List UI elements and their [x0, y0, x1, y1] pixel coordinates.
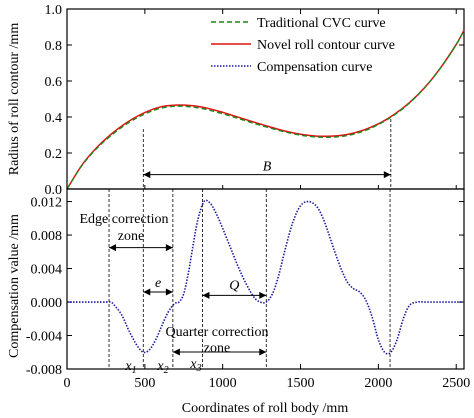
arrow-head — [165, 244, 173, 252]
edge-zone-label-line2: zone — [118, 229, 144, 244]
arrow-head — [383, 171, 391, 179]
bottom-y-tick-label: -0.004 — [26, 330, 62, 345]
traditional-cvc-line — [66, 29, 465, 190]
quarter-zone-label-line1: Quarter correction — [166, 325, 269, 340]
bottom-x-tick-label: 1000 — [209, 376, 237, 391]
legend-label: Compensation curve — [257, 60, 372, 75]
bottom-y-tick-label: -0.008 — [26, 363, 62, 378]
arrow-head — [259, 291, 267, 299]
bottom-x-tick-label: 2500 — [442, 376, 470, 391]
top-y-tick-label: 0.0 — [45, 183, 63, 198]
legend-label: Traditional CVC curve — [257, 16, 386, 31]
arrow-head — [109, 244, 117, 252]
arrow-head — [172, 348, 180, 356]
bottom-plot-frame — [66, 188, 465, 370]
bottom-ylabel: Compensation value /mm — [7, 214, 22, 358]
top-panel: Radius of roll contour /mm 0.00.20.40.60… — [7, 3, 465, 198]
edge-zone-label-line1: Edge correction — [79, 212, 168, 227]
quarter-zone-label-line2: zone — [204, 341, 230, 356]
novel-roll-contour-line — [66, 29, 465, 190]
reference-lines — [108, 189, 391, 369]
bottom-y-tick-label: 0.012 — [31, 196, 63, 211]
bottom-y-tick-label: 0.004 — [31, 263, 63, 278]
e-label: e — [155, 276, 161, 291]
arrow-head — [143, 288, 151, 296]
top-y-tick-label: 0.4 — [45, 111, 63, 126]
arrow-head — [259, 348, 267, 356]
legend-label: Novel roll contour curve — [257, 38, 395, 53]
bottom-panel: Compensation value /mm Coordinates of ro… — [7, 9, 470, 416]
top-y-tick-label: 0.2 — [45, 147, 63, 162]
top-y-tick-label: 0.6 — [45, 75, 63, 90]
bottom-x-tick-label: 500 — [134, 376, 155, 391]
top-annotations: B — [142, 119, 392, 189]
q-label: Q — [229, 278, 239, 293]
top-y-tick-label: 0.8 — [45, 39, 63, 54]
bottom-x-tick-label: 1500 — [287, 376, 315, 391]
arrow-head — [202, 291, 210, 299]
arrow-head — [143, 171, 151, 179]
bottom-x-tick-label: 0 — [64, 376, 71, 391]
bottom-xlabel: Coordinates of roll body /mm — [182, 401, 349, 416]
top-ylabel: Radius of roll contour /mm — [7, 23, 22, 176]
x2-label: x2 — [156, 359, 168, 376]
x1-label: x1 — [124, 359, 136, 376]
bottom-y-tick-label: 0.000 — [31, 296, 63, 311]
top-y-tick-label: 1.0 — [45, 3, 63, 18]
top-series — [66, 29, 465, 190]
bottom-x-ticks: 0 500 1000 1500 2000 2500 — [64, 9, 470, 391]
bottom-y-tick-label: 0.008 — [31, 229, 63, 244]
bottom-x-tick-label: 2000 — [364, 376, 392, 391]
legend: Traditional CVC curve Novel roll contour … — [211, 16, 395, 75]
top-y-ticks: 0.0 0.2 0.4 0.6 0.8 1.0 — [45, 3, 464, 198]
x3-label: x3 — [189, 357, 201, 374]
arrow-head — [165, 288, 173, 296]
b-label: B — [263, 160, 272, 175]
bottom-y-ticks: -0.008 -0.004 0.000 0.004 0.008 0.012 — [26, 196, 464, 378]
